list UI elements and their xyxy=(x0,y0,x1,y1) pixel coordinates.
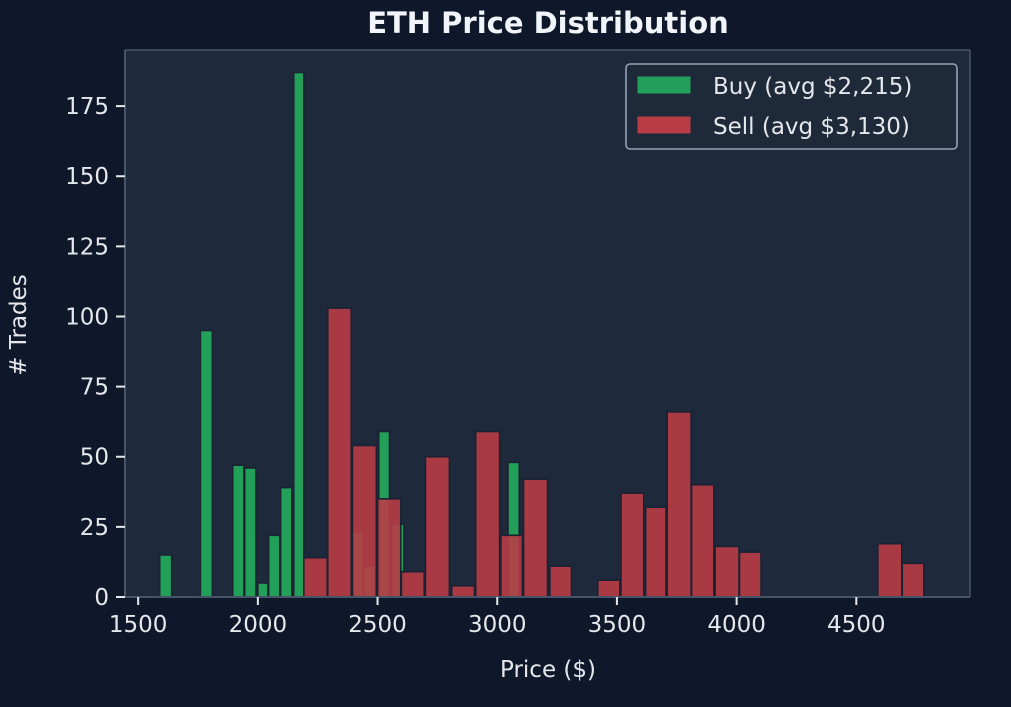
sell-bar xyxy=(450,584,476,598)
sell-bar xyxy=(690,483,715,598)
y-tick-label: 0 xyxy=(94,585,109,611)
legend-label-sell: Sell (avg $3,130) xyxy=(713,114,910,140)
sell-bar xyxy=(877,542,903,598)
x-ticks: 1500 2000 2500 3000 3500 4000 4500 xyxy=(109,597,886,638)
x-tick-label: 3500 xyxy=(588,612,647,638)
y-axis-label: # Trades xyxy=(6,274,32,376)
buy-bar xyxy=(267,534,281,598)
buy-bar xyxy=(158,554,173,598)
buy-bar xyxy=(243,467,257,598)
x-tick-label: 2500 xyxy=(348,612,407,638)
sell-bar xyxy=(424,455,451,598)
x-axis-label: Price ($) xyxy=(500,657,596,683)
sell-bar xyxy=(620,492,645,598)
x-tick-label: 4500 xyxy=(827,612,886,638)
legend: Buy (avg $2,215) Sell (avg $3,130) xyxy=(625,63,958,150)
y-ticks: 0 25 50 75 100 125 150 175 xyxy=(65,94,125,611)
y-tick-label: 25 xyxy=(80,515,109,541)
series-sell xyxy=(303,307,925,598)
y-tick-label: 175 xyxy=(65,94,109,120)
legend-swatch-buy xyxy=(636,75,692,95)
sell-bar xyxy=(666,411,692,598)
sell-bar xyxy=(596,579,621,598)
sell-bar xyxy=(400,570,426,598)
sell-bar xyxy=(522,478,549,598)
legend-box xyxy=(625,63,958,150)
buy-bar xyxy=(279,486,293,598)
legend-label-buy: Buy (avg $2,215) xyxy=(713,74,912,100)
buy-bar xyxy=(199,329,214,598)
axes-group xyxy=(124,49,971,598)
sell-bar xyxy=(351,444,378,598)
y-tick-label: 100 xyxy=(65,304,109,330)
sell-bar xyxy=(500,534,524,598)
buy-bar xyxy=(257,582,269,598)
y-tick-label: 150 xyxy=(65,164,109,190)
sell-bar xyxy=(549,565,573,598)
sell-bar xyxy=(644,506,667,598)
y-tick-label: 75 xyxy=(80,375,109,401)
sell-bar xyxy=(303,556,329,598)
x-tick-label: 1500 xyxy=(109,612,168,638)
buy-bar xyxy=(231,464,245,598)
sell-bar xyxy=(738,551,762,598)
sell-bar xyxy=(474,430,501,598)
y-tick-label: 50 xyxy=(80,445,109,471)
sell-bar xyxy=(901,562,925,598)
chart-title: ETH Price Distribution xyxy=(367,6,729,40)
legend-swatch-sell xyxy=(636,115,692,135)
x-tick-label: 2000 xyxy=(229,612,288,638)
x-tick-label: 3000 xyxy=(468,612,527,638)
buy-bar xyxy=(292,71,305,598)
sell-bar xyxy=(376,498,402,598)
sell-bar xyxy=(714,545,740,598)
sell-bar xyxy=(326,307,353,598)
x-tick-label: 4000 xyxy=(707,612,766,638)
y-tick-label: 125 xyxy=(65,234,109,260)
